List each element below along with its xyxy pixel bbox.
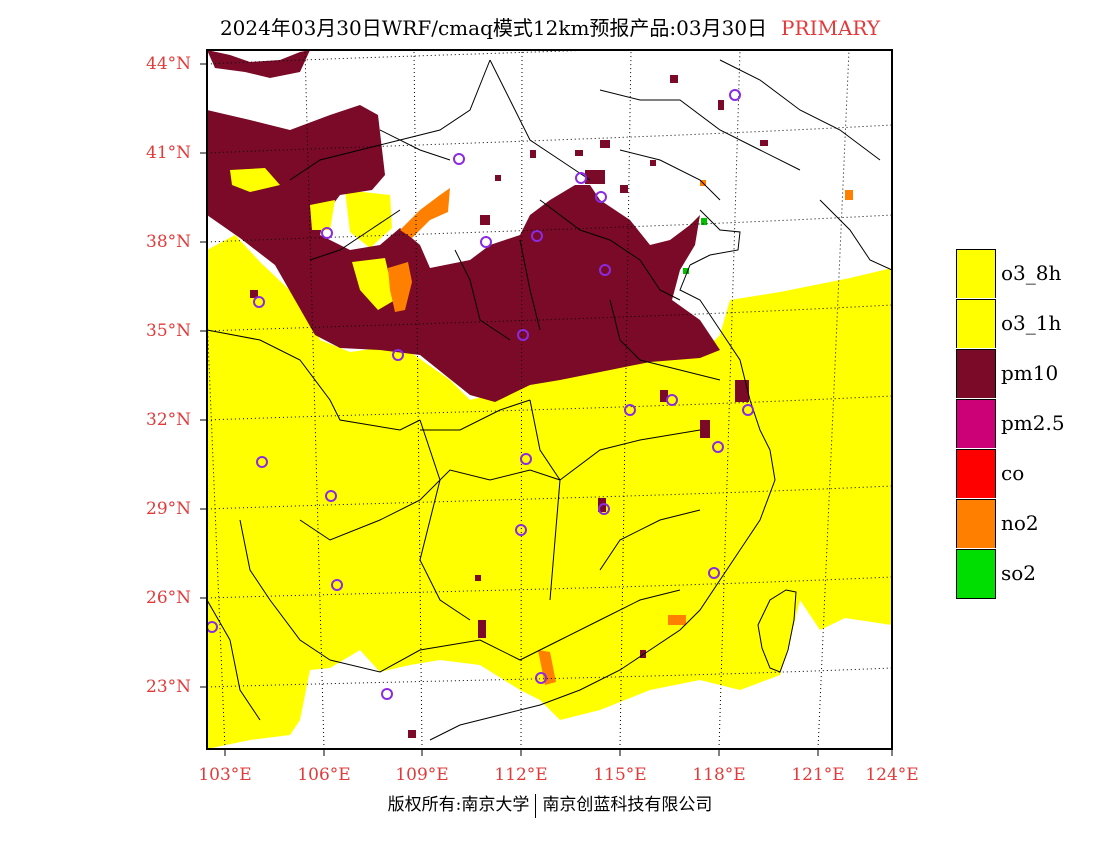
title-text: 2024年03月30日WRF/cmaq模式12km预报产品:03月30日 bbox=[219, 16, 768, 40]
lon-tick-marks bbox=[224, 749, 893, 756]
legend-label: pm10 bbox=[1001, 361, 1059, 385]
o3-inner-patch-3 bbox=[310, 200, 335, 230]
legend-item-pm10: pm10 bbox=[956, 349, 1076, 399]
legend-label: co bbox=[1001, 461, 1025, 485]
longitude-gridlines bbox=[207, 50, 850, 749]
no2-patch-4 bbox=[668, 615, 686, 625]
lon-label: 109°E bbox=[395, 765, 449, 785]
map-frame bbox=[206, 49, 893, 750]
so2-patch-2 bbox=[683, 268, 689, 274]
o3-patch-ordos bbox=[345, 190, 392, 248]
legend-swatch bbox=[956, 449, 996, 498]
lon-label: 124°E bbox=[865, 765, 919, 785]
pollutant-legend: o3_8h o3_1h pm10 pm2.5 co no2 so2 bbox=[956, 249, 1076, 599]
legend-item-co: co bbox=[956, 449, 1076, 499]
legend-swatch bbox=[956, 399, 996, 448]
footer-separator bbox=[535, 793, 537, 818]
legend-item-o3-8h: o3_8h bbox=[956, 249, 1076, 299]
title-primary-tag: PRIMARY bbox=[781, 16, 881, 40]
coastline bbox=[429, 264, 776, 741]
province-borders bbox=[207, 59, 892, 721]
no2-patch-2 bbox=[388, 262, 412, 312]
pm10-north-blob bbox=[207, 50, 310, 78]
footer-left: 版权所有:南京大学 bbox=[387, 795, 530, 815]
lat-label: 35°N bbox=[146, 321, 192, 341]
legend-label: so2 bbox=[1001, 561, 1037, 585]
o3-inner-patch-2 bbox=[352, 258, 395, 310]
taiwan-island bbox=[757, 589, 797, 673]
legend-swatch bbox=[956, 549, 996, 599]
lat-label: 26°N bbox=[146, 588, 192, 608]
legend-swatch bbox=[956, 299, 996, 348]
lat-label: 23°N bbox=[146, 677, 192, 697]
map-title: 2024年03月30日WRF/cmaq模式12km预报产品:03月30日 PRIM… bbox=[0, 12, 1100, 41]
no2-patch-1 bbox=[400, 188, 450, 238]
lon-label: 106°E bbox=[297, 765, 351, 785]
lon-label: 112°E bbox=[494, 765, 548, 785]
legend-item-o3-1h: o3_1h bbox=[956, 299, 1076, 349]
o3-region bbox=[207, 235, 892, 749]
lon-label: 121°E bbox=[791, 765, 845, 785]
pm10-region bbox=[207, 105, 720, 402]
legend-item-so2: so2 bbox=[956, 549, 1076, 599]
legend-label: pm2.5 bbox=[1001, 411, 1065, 435]
legend-item-no2: no2 bbox=[956, 499, 1076, 549]
legend-swatch bbox=[956, 349, 996, 398]
so2-patch bbox=[701, 218, 707, 225]
no2-patch-3 bbox=[538, 650, 556, 685]
legend-label: o3_1h bbox=[1001, 311, 1062, 335]
lon-label: 115°E bbox=[593, 765, 647, 785]
legend-swatch bbox=[956, 499, 996, 548]
no2-patch-5 bbox=[845, 190, 853, 200]
copyright-footer: 版权所有:南京大学 南京创蓝科技有限公司 bbox=[0, 790, 1100, 818]
legend-swatch bbox=[956, 249, 996, 298]
lat-label: 29°N bbox=[146, 499, 192, 519]
lat-label: 32°N bbox=[146, 410, 192, 430]
footer-right: 南京创蓝科技有限公司 bbox=[542, 795, 713, 815]
legend-item-pm25: pm2.5 bbox=[956, 399, 1076, 449]
lat-label: 41°N bbox=[146, 143, 192, 163]
city-markers bbox=[207, 89, 754, 700]
o3-inner-patch bbox=[230, 168, 280, 192]
lat-label: 44°N bbox=[146, 54, 192, 74]
legend-label: no2 bbox=[1001, 511, 1039, 535]
lon-label: 118°E bbox=[692, 765, 746, 785]
lat-label: 38°N bbox=[146, 232, 192, 252]
lat-tick-marks bbox=[200, 63, 207, 688]
lon-label: 103°E bbox=[198, 765, 252, 785]
legend-label: o3_8h bbox=[1001, 261, 1062, 285]
